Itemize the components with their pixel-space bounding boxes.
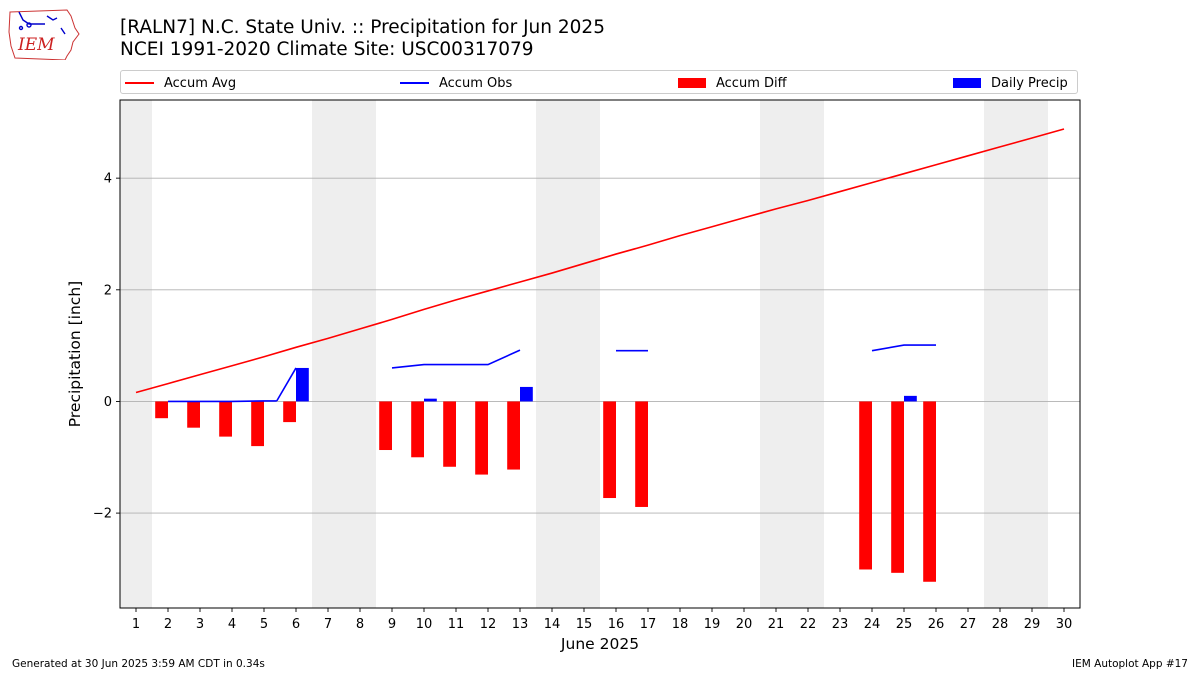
app-credit: IEM Autoplot App #17 xyxy=(1072,658,1188,670)
legend-swatch-accum-obs xyxy=(400,82,429,84)
x-tick-label: 8 xyxy=(356,617,364,632)
legend-item-daily-precip: Daily Precip xyxy=(953,74,1068,92)
x-tick-label: 24 xyxy=(864,617,881,632)
y-axis-label: Precipitation [inch] xyxy=(66,281,84,427)
legend-item-accum-avg: Accum Avg xyxy=(125,74,236,92)
daily-precip-bar-day-25 xyxy=(904,395,917,402)
accum-avg-line xyxy=(135,128,1065,394)
accum-diff-bar-day-6 xyxy=(283,401,296,423)
weekend-shade-day-8 xyxy=(344,100,376,608)
x-tick-label: 18 xyxy=(672,617,689,632)
x-tick-label: 10 xyxy=(416,617,433,632)
weekend-shade-day-22 xyxy=(792,100,824,608)
chart-legend: Accum Avg Accum Obs Accum Diff Daily Pre… xyxy=(120,70,1078,94)
x-tick-label: 29 xyxy=(1024,617,1041,632)
x-tick-label: 20 xyxy=(736,617,753,632)
x-tick-label: 14 xyxy=(544,617,561,632)
legend-swatch-daily-precip xyxy=(953,78,981,88)
x-tick-label: 23 xyxy=(832,617,849,632)
accum-diff-bar-day-4 xyxy=(219,401,232,437)
accum-diff-bar-day-25 xyxy=(891,401,904,573)
legend-label-accum-diff: Accum Diff xyxy=(716,75,787,91)
daily-precip-bar-day-13 xyxy=(520,386,533,402)
y-tick-label: 0 xyxy=(104,395,112,410)
accum-diff-bar-day-9 xyxy=(379,401,392,451)
x-tick-label: 1 xyxy=(132,617,140,632)
weekend-shade-day-21 xyxy=(760,100,792,608)
legend-item-accum-diff: Accum Diff xyxy=(678,74,787,92)
accum-diff-bar-day-10 xyxy=(411,401,424,458)
accum-obs-line-segment-1 xyxy=(276,367,297,402)
x-tick-label: 17 xyxy=(640,617,657,632)
x-tick-label: 22 xyxy=(800,617,817,632)
weekend-shade-day-28 xyxy=(984,100,1016,608)
legend-item-accum-obs: Accum Obs xyxy=(400,74,512,92)
x-tick-label: 2 xyxy=(164,617,172,632)
accum-diff-bar-day-16 xyxy=(603,401,616,499)
daily-precip-bar-day-6 xyxy=(296,367,309,402)
x-tick-label: 19 xyxy=(704,617,721,632)
y-tick-label: 2 xyxy=(104,283,112,298)
legend-label-accum-avg: Accum Avg xyxy=(164,75,237,91)
x-tick-label: 16 xyxy=(608,617,625,632)
x-tick-label: 28 xyxy=(992,617,1009,632)
logo-text: IEM xyxy=(17,35,55,55)
weekend-shade-day-29 xyxy=(1016,100,1048,608)
x-tick-label: 21 xyxy=(768,617,785,632)
accum-diff-bar-day-13 xyxy=(507,401,520,470)
weekend-shade-day-7 xyxy=(312,100,344,608)
accum-diff-bar-day-17 xyxy=(635,401,648,507)
iem-iowa-logo-icon: IEM xyxy=(8,9,80,61)
x-axis-label: June 2025 xyxy=(560,635,639,653)
x-tick-label: 30 xyxy=(1056,617,1073,632)
legend-label-accum-obs: Accum Obs xyxy=(439,75,513,91)
chart-subtitle: NCEI 1991-2020 Climate Site: USC00317079 xyxy=(120,39,534,60)
y-tick-label: −2 xyxy=(93,507,112,522)
accum-diff-bar-day-3 xyxy=(187,401,200,428)
chart-title: [RALN7] N.C. State Univ. :: Precipitatio… xyxy=(120,17,605,38)
x-tick-label: 15 xyxy=(576,617,593,632)
x-tick-label: 12 xyxy=(480,617,497,632)
plot-frame xyxy=(119,99,1081,609)
x-tick-label: 11 xyxy=(448,617,465,632)
accum-diff-bar-day-5 xyxy=(251,401,264,447)
legend-swatch-accum-diff xyxy=(678,78,706,88)
accum-obs-line-segment-0 xyxy=(168,400,277,403)
accum-diff-bar-day-12 xyxy=(475,401,488,475)
x-tick-label: 4 xyxy=(228,617,236,632)
generated-timestamp: Generated at 30 Jun 2025 3:59 AM CDT in … xyxy=(12,658,265,670)
accum-obs-line-segment-2 xyxy=(391,349,521,369)
accum-diff-bar-day-11 xyxy=(443,401,456,467)
x-tick-label: 5 xyxy=(260,617,268,632)
weekend-shade-day-1 xyxy=(120,100,152,608)
daily-precip-bar-day-10 xyxy=(424,398,437,402)
x-tick-label: 26 xyxy=(928,617,945,632)
x-tick-label: 7 xyxy=(324,617,332,632)
accum-diff-bar-day-24 xyxy=(859,401,872,570)
accum-obs-line-segment-4 xyxy=(871,344,936,352)
x-tick-label: 3 xyxy=(196,617,204,632)
x-tick-label: 27 xyxy=(960,617,977,632)
x-tick-label: 13 xyxy=(512,617,529,632)
y-tick-label: 4 xyxy=(104,172,112,187)
x-tick-label: 6 xyxy=(292,617,300,632)
legend-label-daily-precip: Daily Precip xyxy=(991,75,1068,91)
accum-diff-bar-day-26 xyxy=(923,401,936,582)
weekend-shade-day-15 xyxy=(568,100,600,608)
accum-diff-bar-day-2 xyxy=(155,401,168,419)
weekend-shade-day-14 xyxy=(536,100,568,608)
x-tick-label: 9 xyxy=(388,617,396,632)
iem-logo: IEM xyxy=(7,6,81,61)
legend-swatch-accum-avg xyxy=(125,82,154,84)
x-tick-label: 25 xyxy=(896,617,913,632)
